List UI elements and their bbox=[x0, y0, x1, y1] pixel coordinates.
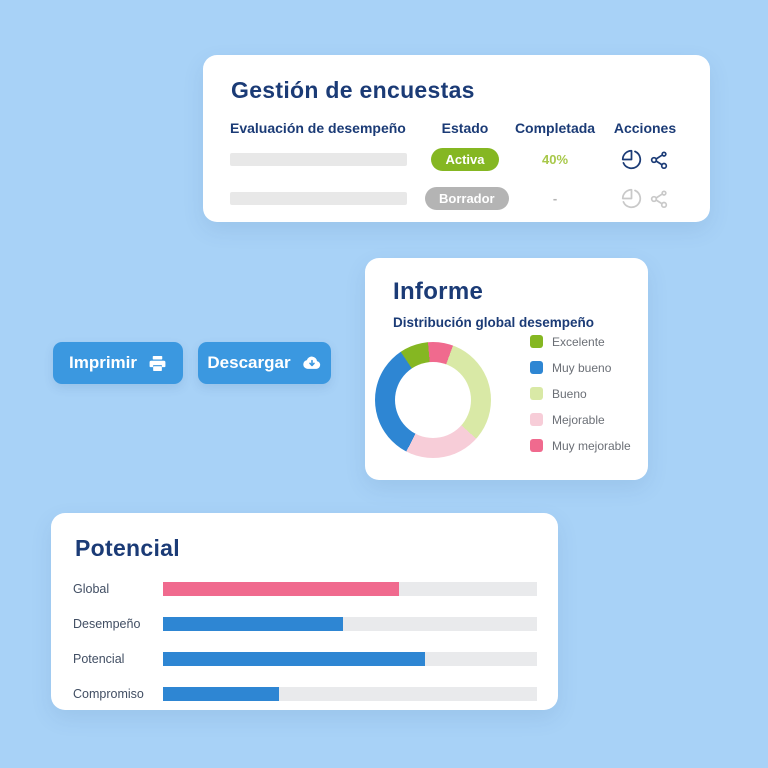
card-title: Gestión de encuestas bbox=[231, 77, 475, 103]
status-badge: Borrador bbox=[425, 187, 509, 210]
printer-icon bbox=[148, 354, 167, 373]
bar-row: Desempeño bbox=[51, 606, 558, 641]
donut-chart bbox=[375, 342, 491, 458]
legend-label: Muy mejorable bbox=[552, 438, 631, 453]
placeholder-bar bbox=[230, 192, 407, 205]
column-header-estado: Estado bbox=[441, 120, 489, 136]
download-button[interactable]: Descargar bbox=[198, 342, 331, 384]
pie-chart-icon[interactable] bbox=[621, 149, 642, 170]
print-button[interactable]: Imprimir bbox=[53, 342, 183, 384]
completed-value: - bbox=[552, 190, 558, 206]
chart-legend: Excelente Muy bueno Bueno Mejorable Muy … bbox=[530, 334, 631, 453]
table-row: Borrador - bbox=[203, 179, 710, 218]
bar-track bbox=[163, 616, 537, 631]
table-row: Activa 40% bbox=[203, 140, 710, 179]
bar-label: Desempeño bbox=[73, 616, 141, 631]
legend-label: Excelente bbox=[552, 334, 605, 349]
placeholder-bar bbox=[230, 153, 407, 166]
completed-cell: - bbox=[505, 190, 605, 208]
share-icon[interactable] bbox=[649, 150, 669, 170]
bar-row: Global bbox=[51, 571, 558, 606]
bar-track bbox=[163, 581, 537, 596]
bar-fill bbox=[163, 616, 343, 631]
bar-label: Compromiso bbox=[73, 686, 144, 701]
column-header-completada: Completada bbox=[514, 120, 596, 136]
legend-label: Muy bueno bbox=[552, 360, 612, 375]
completed-value: 40% bbox=[541, 151, 569, 167]
legend-swatch bbox=[530, 361, 543, 374]
potential-card: Potencial Global Desempeño Potencial Com… bbox=[51, 513, 558, 710]
column-header-acciones: Acciones bbox=[613, 120, 677, 136]
legend-label: Bueno bbox=[552, 386, 587, 401]
bar-chart: Global Desempeño Potencial Compromiso bbox=[51, 571, 558, 711]
donut-hole bbox=[395, 362, 471, 438]
column-header-evaluacion: Evaluación de desempeño bbox=[230, 120, 406, 136]
legend-item: Mejorable bbox=[530, 412, 631, 427]
legend-swatch bbox=[530, 439, 543, 452]
legend-item: Muy mejorable bbox=[530, 438, 631, 453]
download-button-label: Descargar bbox=[207, 353, 291, 372]
legend-swatch bbox=[530, 387, 543, 400]
table-body: Activa 40% bbox=[203, 140, 710, 218]
legend-swatch bbox=[530, 413, 543, 426]
actions-cell bbox=[605, 149, 685, 170]
survey-name-placeholder bbox=[230, 192, 425, 205]
survey-management-card: Gestión de encuestas Evaluación de desem… bbox=[203, 55, 710, 222]
report-subtitle: Distribución global desempeño bbox=[393, 315, 595, 330]
bar-fill bbox=[163, 651, 425, 666]
bar-label: Potencial bbox=[73, 651, 125, 666]
status-badge: Activa bbox=[431, 148, 499, 171]
print-button-label: Imprimir bbox=[68, 353, 138, 372]
cloud-download-icon bbox=[302, 353, 322, 373]
bar-row: Compromiso bbox=[51, 676, 558, 711]
completed-cell: 40% bbox=[505, 151, 605, 169]
status-cell: Activa bbox=[425, 148, 505, 171]
bar-fill bbox=[163, 581, 399, 596]
legend-swatch bbox=[530, 335, 543, 348]
legend-item: Bueno bbox=[530, 386, 631, 401]
bar-fill bbox=[163, 686, 279, 701]
legend-label: Mejorable bbox=[552, 412, 605, 427]
report-card: Informe Distribución global desempeño Ex… bbox=[365, 258, 648, 480]
bar-track bbox=[163, 651, 537, 666]
status-cell: Borrador bbox=[425, 187, 509, 210]
legend-item: Muy bueno bbox=[530, 360, 631, 375]
potential-title: Potencial bbox=[75, 535, 180, 561]
actions-cell bbox=[605, 188, 685, 209]
report-title: Informe bbox=[393, 278, 484, 305]
bar-row: Potencial bbox=[51, 641, 558, 676]
bar-label: Global bbox=[73, 581, 110, 596]
share-icon[interactable] bbox=[649, 189, 669, 209]
table-header: Evaluación de desempeño Estado Completad… bbox=[203, 116, 710, 140]
pie-chart-icon[interactable] bbox=[621, 188, 642, 209]
survey-name-placeholder bbox=[230, 153, 425, 166]
legend-item: Excelente bbox=[530, 334, 631, 349]
bar-track bbox=[163, 686, 537, 701]
